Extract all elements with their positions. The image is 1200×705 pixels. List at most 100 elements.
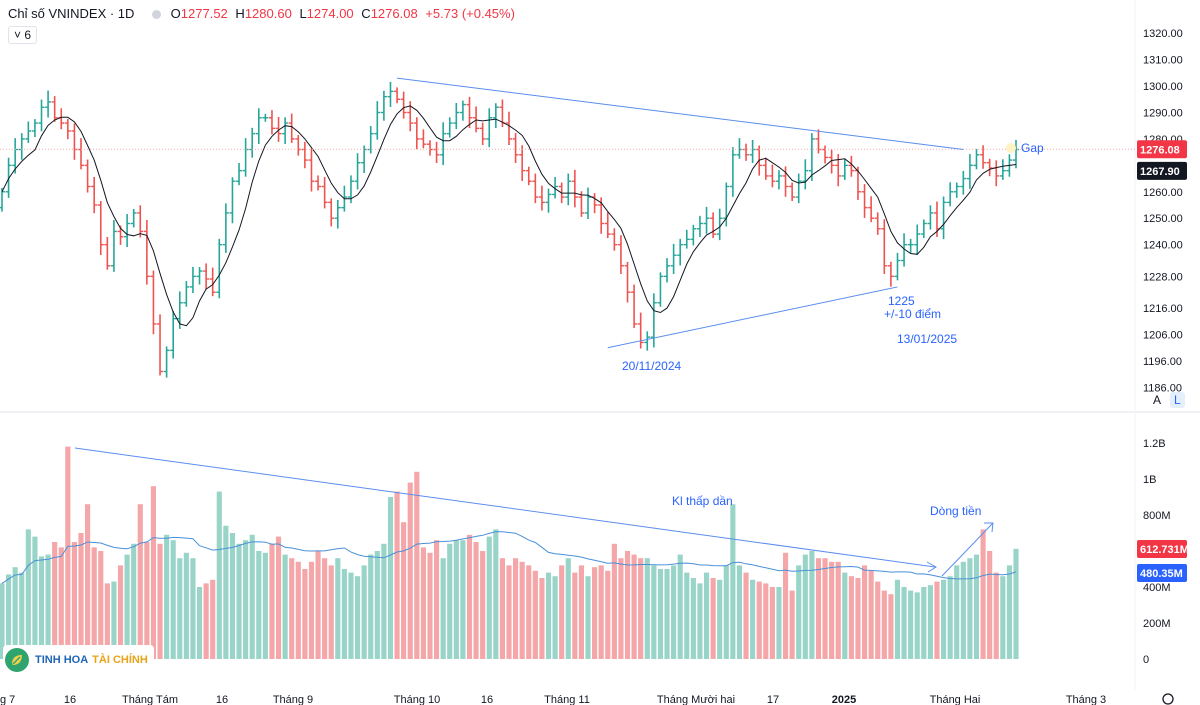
price-bar <box>657 272 664 307</box>
price-bar <box>861 184 868 218</box>
volume-bar <box>947 576 953 659</box>
low-value: 1274.00 <box>306 6 354 21</box>
price-bar <box>295 134 302 156</box>
price-bar <box>835 153 842 187</box>
price-bar <box>874 212 881 235</box>
price-tick-label: 1228.00 <box>1143 271 1183 283</box>
volume-bar <box>282 554 288 659</box>
price-bar <box>440 122 447 166</box>
volume-bar <box>427 552 433 659</box>
volume-bar <box>611 543 617 659</box>
auto-scale-button[interactable]: A <box>1153 393 1162 407</box>
volume-bar <box>361 565 367 659</box>
low-label: L <box>299 6 307 21</box>
volume-bar <box>717 579 723 659</box>
price-bar <box>321 176 328 209</box>
volume-tick-label: 200M <box>1143 618 1171 630</box>
annotation-level: 1225 <box>888 294 915 308</box>
price-bar <box>795 173 802 204</box>
volume-bar <box>730 504 736 659</box>
volume-ma-line <box>1 531 1017 584</box>
open-label: O <box>170 6 181 21</box>
price-bar <box>170 310 177 359</box>
volume-bar <box>855 578 861 659</box>
price-bar <box>703 206 710 234</box>
price-bar <box>591 193 598 214</box>
volume-bar <box>480 551 486 659</box>
price-bar <box>275 116 282 142</box>
volume-bar <box>763 583 769 659</box>
volume-bar <box>111 581 117 659</box>
price-bar <box>578 191 585 217</box>
price-bar <box>637 312 644 349</box>
time-tick-label: g 7 <box>0 694 15 705</box>
settings-gear-icon[interactable] <box>1162 693 1174 705</box>
volume-bar <box>703 572 710 659</box>
price-bar <box>150 270 157 335</box>
price-bar <box>157 314 164 376</box>
price-bar <box>736 138 743 159</box>
price-bar <box>980 145 987 169</box>
volume-bar <box>506 565 512 659</box>
volume-bar <box>657 569 664 659</box>
price-bar <box>966 153 973 189</box>
time-tick-label: Tháng Mười hai <box>657 694 735 705</box>
volume-bar <box>177 558 183 659</box>
volume-bar <box>493 529 499 659</box>
annotation-gap: Gap <box>1021 141 1044 155</box>
volume-bar <box>210 579 216 659</box>
volume-bar <box>183 552 189 659</box>
volume-bar <box>914 592 920 659</box>
volume-ma-label-bg <box>1137 564 1187 582</box>
time-tick-label: Tháng 3 <box>1066 694 1106 705</box>
price-bar <box>828 149 835 174</box>
volume-trendline <box>74 447 936 568</box>
price-bar <box>914 224 921 255</box>
volume-bar <box>341 569 347 659</box>
volume-bar <box>592 567 598 659</box>
price-bar <box>45 90 52 118</box>
symbol-title[interactable]: Chỉ số VNINDEX · 1D <box>8 6 135 21</box>
price-bar <box>25 121 32 143</box>
price-tick-label: 1290.00 <box>1143 108 1183 120</box>
price-bar <box>492 103 499 129</box>
log-scale-button[interactable]: L <box>1170 392 1185 408</box>
price-bar <box>617 235 624 274</box>
volume-bar <box>453 540 459 659</box>
volume-bar <box>368 554 374 659</box>
price-bar <box>236 162 243 186</box>
volume-bar <box>750 579 756 659</box>
time-tick-label: Tháng Hai <box>930 694 981 705</box>
volume-bar <box>348 572 354 659</box>
volume-bar <box>697 583 703 659</box>
price-bar <box>400 91 407 119</box>
volume-bar <box>269 543 275 659</box>
volume-bar <box>664 569 670 659</box>
volume-bar <box>993 572 999 659</box>
price-bar <box>729 147 736 197</box>
price-bar <box>762 157 769 180</box>
ma-indicator-chip[interactable]: ˅ 6 <box>8 26 38 44</box>
price-bar <box>315 175 322 191</box>
price-bar <box>262 113 269 122</box>
price-bar <box>868 196 875 223</box>
volume-bar <box>308 561 315 659</box>
volume-bar <box>545 572 552 659</box>
volume-bar <box>513 558 519 659</box>
price-bar <box>723 182 730 227</box>
price-bar <box>545 188 552 213</box>
volume-ma-label-text: 480.35M <box>1140 568 1183 580</box>
price-bar <box>203 263 210 290</box>
volume-bar <box>223 525 229 659</box>
chart-header: Chỉ số VNINDEX · 1D O1277.52 H1280.60 L1… <box>8 6 515 21</box>
volume-bar <box>328 565 334 659</box>
volume-bar <box>236 543 242 659</box>
price-bar <box>973 148 980 170</box>
volume-bar <box>842 572 848 659</box>
volume-bar <box>624 551 631 659</box>
price-tick-label: 1300.00 <box>1143 81 1183 93</box>
price-bar <box>222 203 229 253</box>
volume-bar <box>802 554 808 659</box>
price-bar <box>282 117 289 144</box>
